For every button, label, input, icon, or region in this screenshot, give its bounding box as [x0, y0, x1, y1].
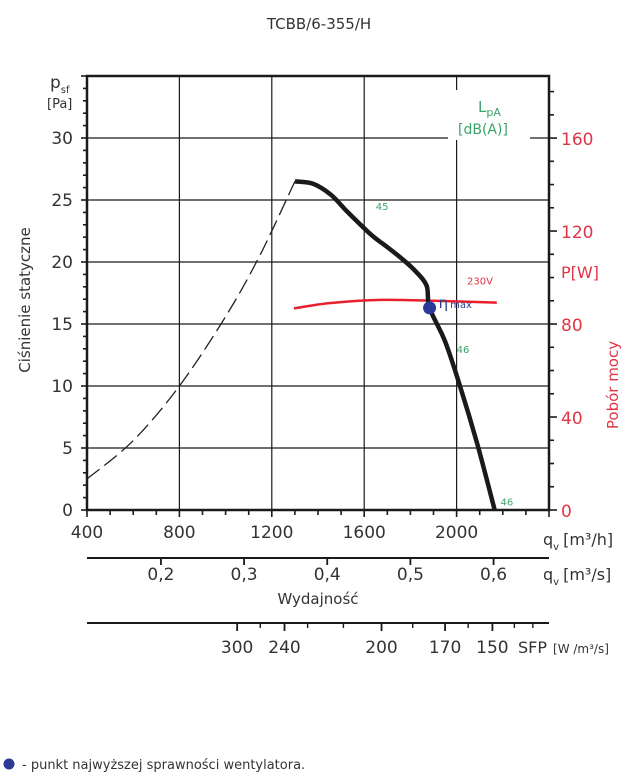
x-tick-label: 2000 — [435, 523, 478, 543]
x-tick-label: 400 — [71, 523, 103, 543]
y2-tick-label: 160 — [561, 130, 593, 150]
power-curve-label: 230V — [467, 277, 493, 288]
x-axis-unit-h: qv [m³/h] — [543, 530, 613, 553]
x-axis-unit-s: qv [m³/s] — [543, 565, 611, 588]
chart-title: TCBB/6-355/H — [266, 15, 371, 33]
x2-axis-ticks: 0,2 0,3 0,4 0,5 0,6 — [147, 558, 507, 585]
y-tick-label: 10 — [51, 377, 73, 397]
x2-tick-label: 0,5 — [397, 565, 424, 585]
svg-text:qv[m³/h]: qv [m³/h] — [543, 530, 613, 553]
x-tick-label: 1600 — [343, 523, 386, 543]
pressure-curve-line — [294, 179, 497, 511]
sfp-tick-label: 200 — [365, 638, 397, 658]
x-axis-ticks: 400 800 1200 1600 2000 — [71, 510, 550, 543]
y-axis-symbol: psf — [50, 73, 70, 96]
y2-tick-label: 80 — [561, 316, 583, 336]
x2-tick-label: 0,6 — [480, 565, 507, 585]
y2-axis-unit: P[W] — [561, 263, 599, 282]
y-tick-label: 20 — [51, 253, 73, 273]
y-tick-label: 25 — [51, 191, 73, 211]
x-tick-label: 800 — [163, 523, 195, 543]
y2-axis-ticks: 0 40 80 120 160 — [549, 90, 593, 522]
x2-tick-label: 0,2 — [147, 565, 174, 585]
eta-legend-marker — [3, 758, 15, 770]
sfp-tick-label: 240 — [268, 638, 300, 658]
x-axis-label: Wydajność — [277, 590, 358, 608]
lpa-legend-bg — [448, 90, 530, 140]
y2-tick-label: 0 — [561, 502, 572, 522]
sfp-tick-label: 300 — [221, 638, 253, 658]
y-axis-unit: [Pa] — [47, 97, 72, 112]
x2-tick-label: 0,4 — [314, 565, 341, 585]
svg-text:qv[m³/s]: qv [m³/s] — [543, 565, 611, 588]
y-tick-label: 5 — [62, 439, 73, 459]
grid — [87, 76, 549, 510]
series — [86, 179, 497, 511]
y-tick-label: 30 — [51, 129, 73, 149]
lpa-value-label: 45 — [376, 202, 389, 213]
legend-note: - punkt najwyższej sprawności wentylator… — [22, 758, 305, 773]
y2-tick-label: 40 — [561, 409, 583, 429]
eta-max-point — [423, 301, 437, 315]
y-tick-label: 0 — [62, 501, 73, 521]
lpa-value-label: 46 — [457, 345, 470, 356]
eta-max-label: η max — [439, 294, 472, 312]
lpa-legend-label: LpA — [478, 98, 501, 119]
data-labels: 45 46 46 η max 230V — [376, 202, 513, 508]
sfp-tick-label: 150 — [476, 638, 508, 658]
sfp-tick-label: 170 — [429, 638, 461, 658]
x-tick-label: 1200 — [250, 523, 293, 543]
y-axis-ticks: 0 5 10 15 20 25 30 — [51, 75, 87, 521]
lpa-value-label: 46 — [500, 497, 513, 508]
lpa-legend-unit: [dB(A)] — [458, 122, 508, 138]
power-curve-line — [293, 298, 497, 310]
x2-tick-label: 0,3 — [231, 565, 258, 585]
y2-tick-label: 120 — [561, 223, 593, 243]
y2-axis-label: Pobór mocy — [604, 341, 622, 429]
sfp-axis-label: SFP [W /m³/s] — [518, 638, 609, 657]
y-tick-label: 15 — [51, 315, 73, 335]
y-axis-label: Ciśnienie statyczne — [16, 227, 34, 373]
system-curve-line — [86, 181, 296, 480]
sfp-axis-ticks: 300 240 200 170 150 — [221, 623, 534, 658]
